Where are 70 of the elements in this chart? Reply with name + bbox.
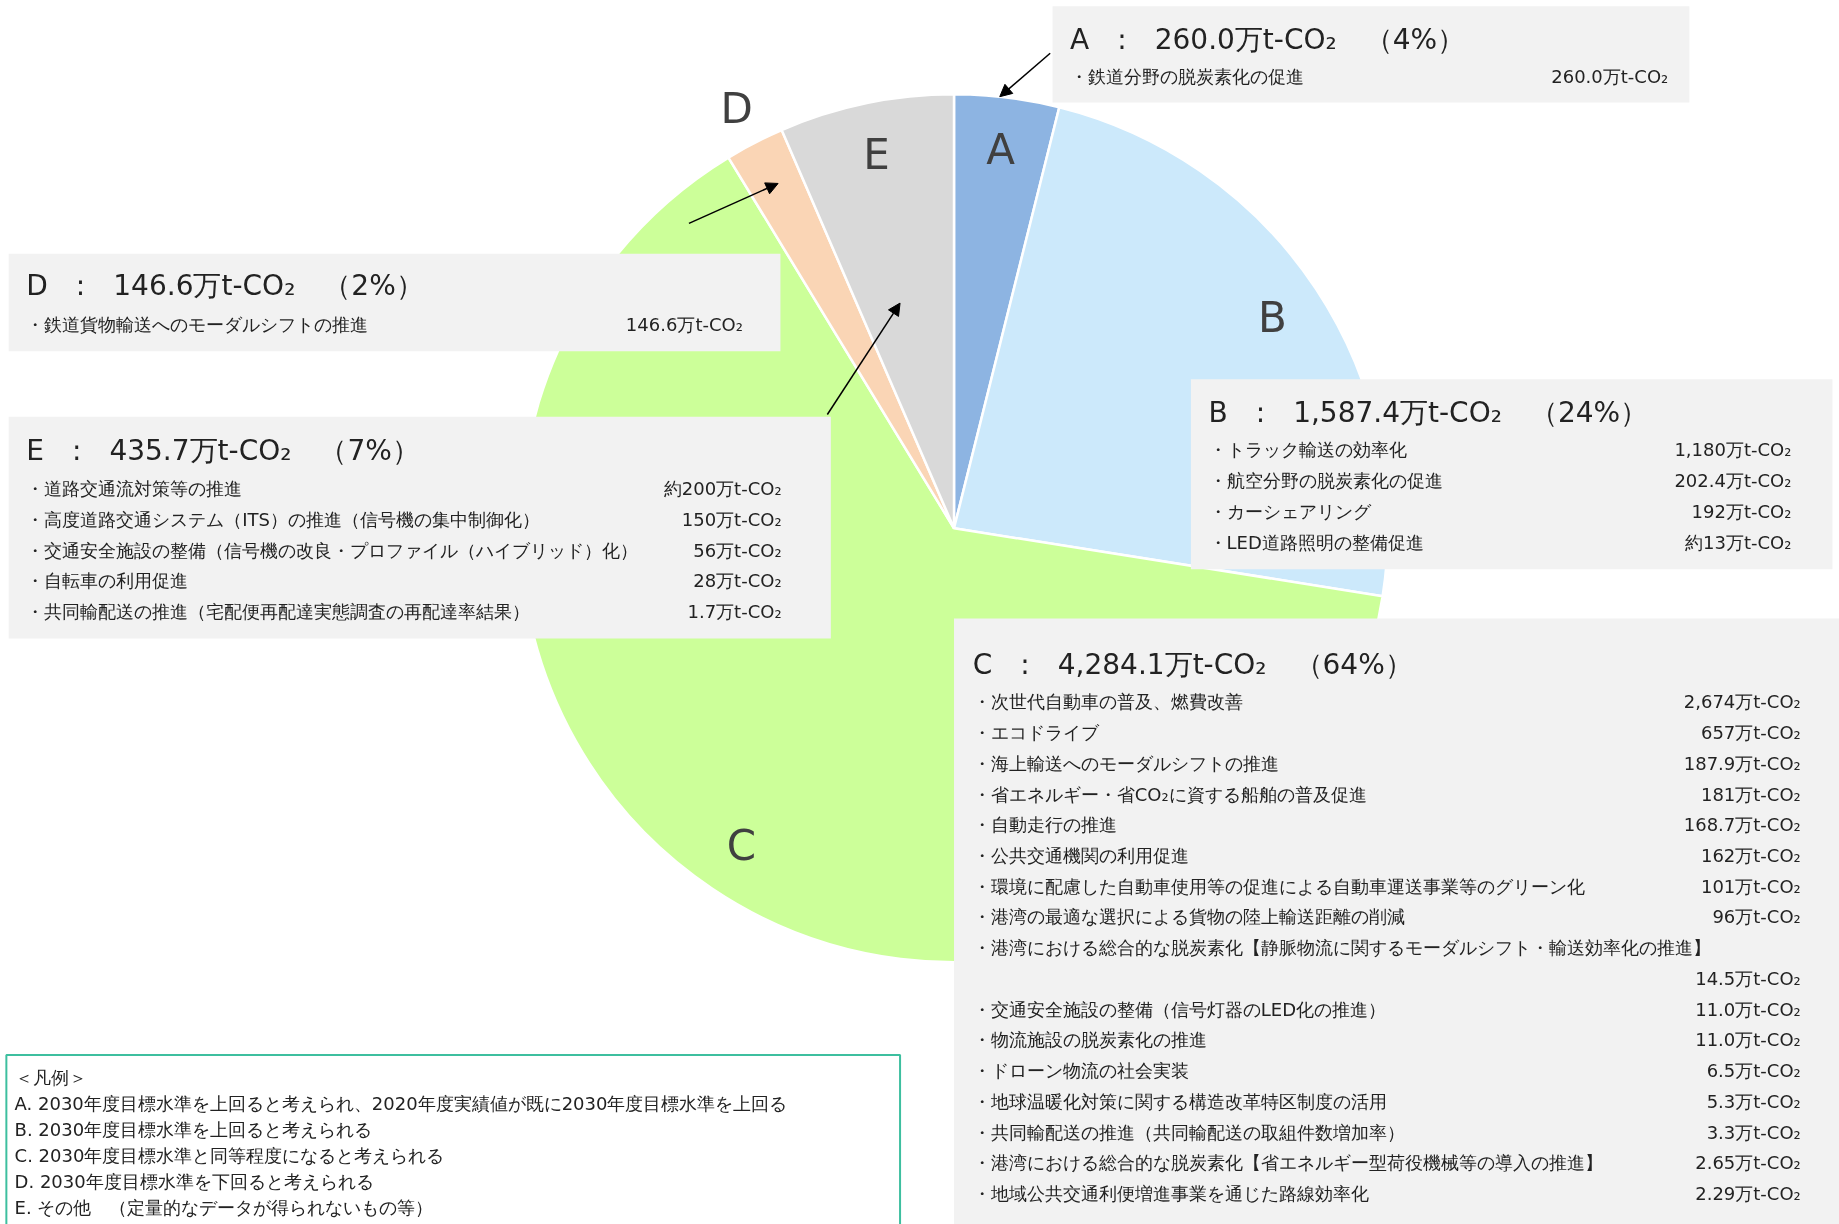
text: ・カーシェアリング [1208, 500, 1372, 522]
slice-label: C [726, 820, 757, 870]
text: ・ドローン物流の社会実装 [972, 1060, 1189, 1082]
text: 1.7万t-CO₂ [687, 601, 782, 623]
text: 96万t-CO₂ [1712, 906, 1801, 928]
text: 3.3万t-CO₂ [1706, 1121, 1801, 1143]
text: D : 146.6万t-CO₂ （2%） [26, 269, 424, 302]
text: ・自転車の利用促進 [26, 570, 189, 592]
text: 14.5万t-CO₂ [1695, 967, 1801, 989]
text: 56万t-CO₂ [693, 539, 782, 561]
text: ・港湾における総合的な脱炭素化【省エネルギー型荷役機械等の導入の推進】 [972, 1152, 1603, 1174]
text: ＜凡例＞ [14, 1066, 87, 1088]
text: ・物流施設の脱炭素化の推進 [972, 1029, 1207, 1051]
text: 101万t-CO₂ [1700, 875, 1801, 897]
slice-label: B [1258, 293, 1287, 343]
text: ・海上輸送へのモーダルシフトの推進 [972, 752, 1279, 774]
text: 11.0万t-CO₂ [1695, 998, 1801, 1020]
text: C : 4,284.1万t-CO₂ （64%） [972, 647, 1413, 681]
text: 5.3万t-CO₂ [1706, 1090, 1801, 1112]
slice-label: E [863, 129, 890, 179]
text: ・交通安全施設の整備（信号灯器のLED化の推進） [972, 998, 1387, 1020]
text: 657万t-CO₂ [1700, 722, 1801, 744]
text: 187.9万t-CO₂ [1683, 752, 1801, 774]
text: 168.7万t-CO₂ [1683, 814, 1801, 836]
text: 2,674万t-CO₂ [1683, 691, 1801, 713]
text: 150万t-CO₂ [681, 508, 782, 530]
text: ・トラック輸送の効率化 [1208, 439, 1407, 461]
text: ・共同輸配送の推進（共同輸配送の取組件数増加率） [972, 1121, 1405, 1143]
text: ・次世代自動車の普及、燃費改善 [972, 691, 1243, 713]
text: 181万t-CO₂ [1700, 783, 1801, 805]
text: ・省エネルギー・省CO₂に資する船舶の普及促進 [972, 783, 1367, 805]
text: ・高度道路交通システム（ITS）の推進（信号機の集中制御化） [26, 508, 541, 530]
text: ・エコドライブ [972, 722, 1100, 744]
text: 2.29万t-CO₂ [1695, 1183, 1801, 1204]
text: ・鉄道分野の脱炭素化の促進 [1070, 66, 1305, 88]
text: 202.4万t-CO₂ [1674, 470, 1792, 492]
text: 162万t-CO₂ [1700, 844, 1801, 866]
text: ・港湾の最適な選択による貨物の陸上輸送距離の削減 [972, 906, 1405, 928]
text: 6.5万t-CO₂ [1706, 1060, 1801, 1082]
text: ・鉄道貨物輸送へのモーダルシフトの推進 [26, 313, 369, 335]
text: A : 260.0万t-CO₂ （4%） [1070, 22, 1466, 56]
text: B. 2030年度目標水準を上回ると考えられる [14, 1118, 373, 1140]
text: E. その他 （定量的なデータが得られないもの等） [14, 1196, 434, 1218]
text: B : 1,587.4万t-CO₂ （24%） [1208, 395, 1649, 429]
text: C. 2030年度目標水準と同等程度になると考えられる [14, 1144, 445, 1166]
text: 1,180万t-CO₂ [1674, 439, 1792, 461]
text: ・航空分野の脱炭素化の促進 [1208, 470, 1443, 492]
text: 146.6万t-CO₂ [625, 313, 743, 335]
text: ・公共交通機関の利用促進 [972, 844, 1189, 866]
text: 260.0万t-CO₂ [1551, 66, 1669, 88]
text: 約200万t-CO₂ [663, 477, 782, 499]
text: E : 435.7万t-CO₂ （7%） [26, 434, 420, 468]
text: D. 2030年度目標水準を下回ると考えられる [14, 1170, 374, 1192]
text: 11.0万t-CO₂ [1695, 1029, 1801, 1051]
text: 2.65万t-CO₂ [1695, 1152, 1801, 1174]
text: 約13万t-CO₂ [1685, 531, 1792, 553]
text: ・LED道路照明の整備促進 [1208, 531, 1424, 553]
text: 192万t-CO₂ [1691, 500, 1792, 522]
text: 28万t-CO₂ [693, 570, 782, 592]
text: ・地球温暖化対策に関する構造改革特区制度の活用 [972, 1090, 1387, 1112]
text: ・地域公共交通利便増進事業を通じた路線効率化 [972, 1183, 1369, 1204]
text: ・道路交通流対策等の推進 [26, 477, 243, 499]
slice-label: A [986, 124, 1016, 174]
text: ・自動走行の推進 [972, 814, 1117, 836]
slice-label: D [720, 83, 753, 133]
text: ・港湾における総合的な脱炭素化【静脈物流に関するモーダルシフト・輸送効率化の推進】 [972, 937, 1711, 959]
text: ・交通安全施設の整備（信号機の改良・プロファイル（ハイブリッド）化） [26, 539, 639, 561]
text: ・共同輸配送の推進（宅配便再配達実態調査の再配達率結果） [26, 601, 531, 623]
text: A. 2030年度目標水準を上回ると考えられ、2020年度実績値が既に2030年度目標水準を上回る [14, 1092, 788, 1114]
text: ・環境に配慮した自動車使用等の促進による自動車運送事業等のグリーン化 [972, 875, 1585, 897]
